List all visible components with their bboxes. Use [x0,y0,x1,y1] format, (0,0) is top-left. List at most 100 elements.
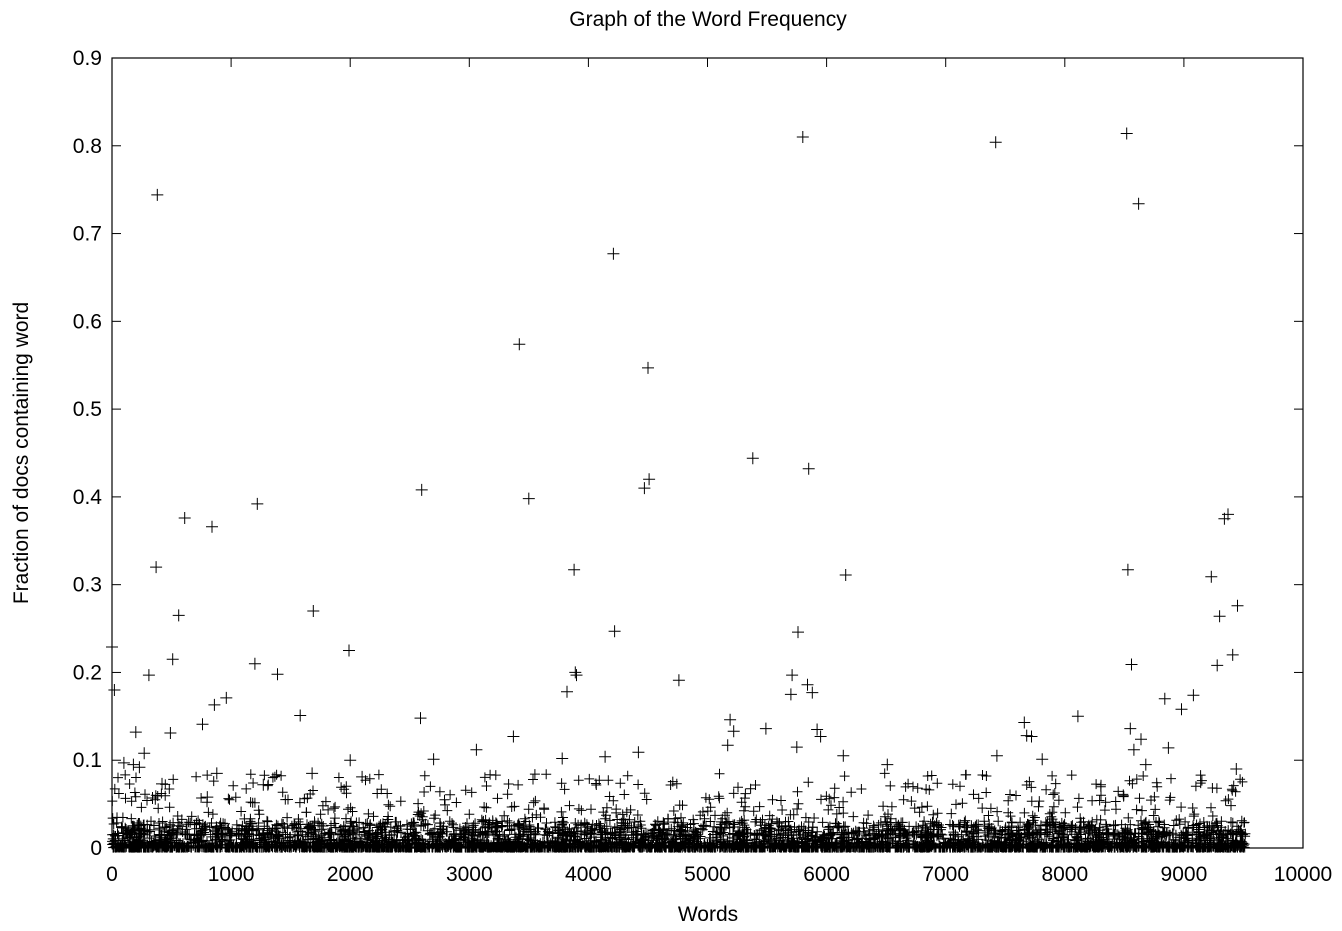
data-point [1230,763,1243,775]
data-point [1139,758,1152,771]
data-point [208,698,221,711]
data-point [607,247,620,260]
data-point [1127,743,1140,756]
data-point [608,625,621,638]
data-point [1071,710,1084,723]
y-tick-label: 0.9 [73,47,102,70]
data-point [1226,648,1239,661]
data-point [989,136,1002,149]
data-point [306,767,319,780]
data-point [1120,127,1133,140]
x-tick-label: 1000 [208,863,255,886]
data-point [257,778,270,791]
x-tick-label: 0 [106,863,118,886]
data-point [307,605,320,617]
data-point [251,497,264,510]
y-tick-label: 0.6 [73,310,102,333]
data-point [1018,716,1031,729]
data-point [1211,659,1224,672]
x-tick-label: 10000 [1274,863,1332,886]
dense-point-layer [107,768,1251,853]
data-point [990,749,1003,762]
data-point [142,669,155,682]
data-point [414,712,427,725]
data-point [806,686,819,699]
data-point [166,653,179,666]
data-point [172,609,185,622]
y-tick-label: 0.8 [73,135,102,158]
data-point [178,512,191,524]
y-tick-label: 0.4 [73,486,103,509]
data-point [790,741,803,754]
data-point [599,750,612,763]
data-point [638,482,651,495]
data-point [507,730,520,743]
y-tick-label: 0 [90,837,102,860]
y-tick-label: 0.2 [73,661,102,684]
data-point [210,767,223,780]
data-point [746,452,759,465]
data-point [156,777,168,790]
data-point [415,483,428,496]
x-tick-labels: 0 1000 2000 3000 4000 5000 6000 7000 8000 9000 100… [106,863,1332,886]
data-point [556,752,569,765]
data-point [642,361,654,374]
data-point [343,644,355,657]
data-point [721,739,734,752]
x-axis-title: Words [678,903,738,926]
data-point [164,727,177,739]
x-tick-label: 6000 [803,863,850,886]
y-axis-title: Fraction of docs containing word [10,302,33,604]
data-point [344,754,357,767]
y-tick-labels: 0 0.1 0.2 0.3 0.4 0.5 0.6 0.7 0.8 0.9 [73,47,103,860]
data-point [802,462,815,475]
data-point [127,758,140,771]
data-point [570,669,583,682]
data-point [672,674,685,687]
data-point [294,709,307,722]
data-point [470,743,483,756]
data-point [814,730,827,743]
data-point [839,569,852,581]
data-point [138,747,151,760]
data-point [1205,570,1218,583]
data-point [196,718,209,731]
data-point [1231,599,1244,612]
data-point [108,684,121,696]
data-point [1158,692,1171,705]
data-point [727,725,740,738]
data-point [801,678,814,691]
data-point [1020,729,1033,742]
x-tick-label: 9000 [1161,863,1208,886]
data-point [811,723,824,736]
x-tick-label: 5000 [684,863,731,886]
y-tick-label: 0.7 [73,223,102,246]
data-point [146,792,159,804]
plot-frame [111,57,1304,849]
data-point [427,753,440,766]
x-tick-label: 2000 [327,863,374,886]
data-point [632,746,645,759]
data-point [133,761,146,774]
data-point [561,685,573,698]
data-point [568,563,581,576]
data-point [220,691,233,704]
x-tick-label: 4000 [565,863,612,886]
data-point [881,758,894,771]
data-point [1125,658,1138,671]
chart-title: Graph of the Word Frequency [569,8,847,31]
y-tick-label: 0.1 [73,749,102,772]
data-point [201,791,214,804]
data-points [106,127,1244,804]
data-point [129,726,142,739]
x-tick-label: 7000 [922,863,969,886]
data-point [796,131,809,143]
y-tick-label: 0.3 [73,574,102,597]
data-point [1187,689,1200,702]
dense-points [107,768,1251,853]
data-point [1222,508,1234,521]
data-point [643,473,656,486]
data-point [248,657,261,670]
data-point [837,749,850,762]
